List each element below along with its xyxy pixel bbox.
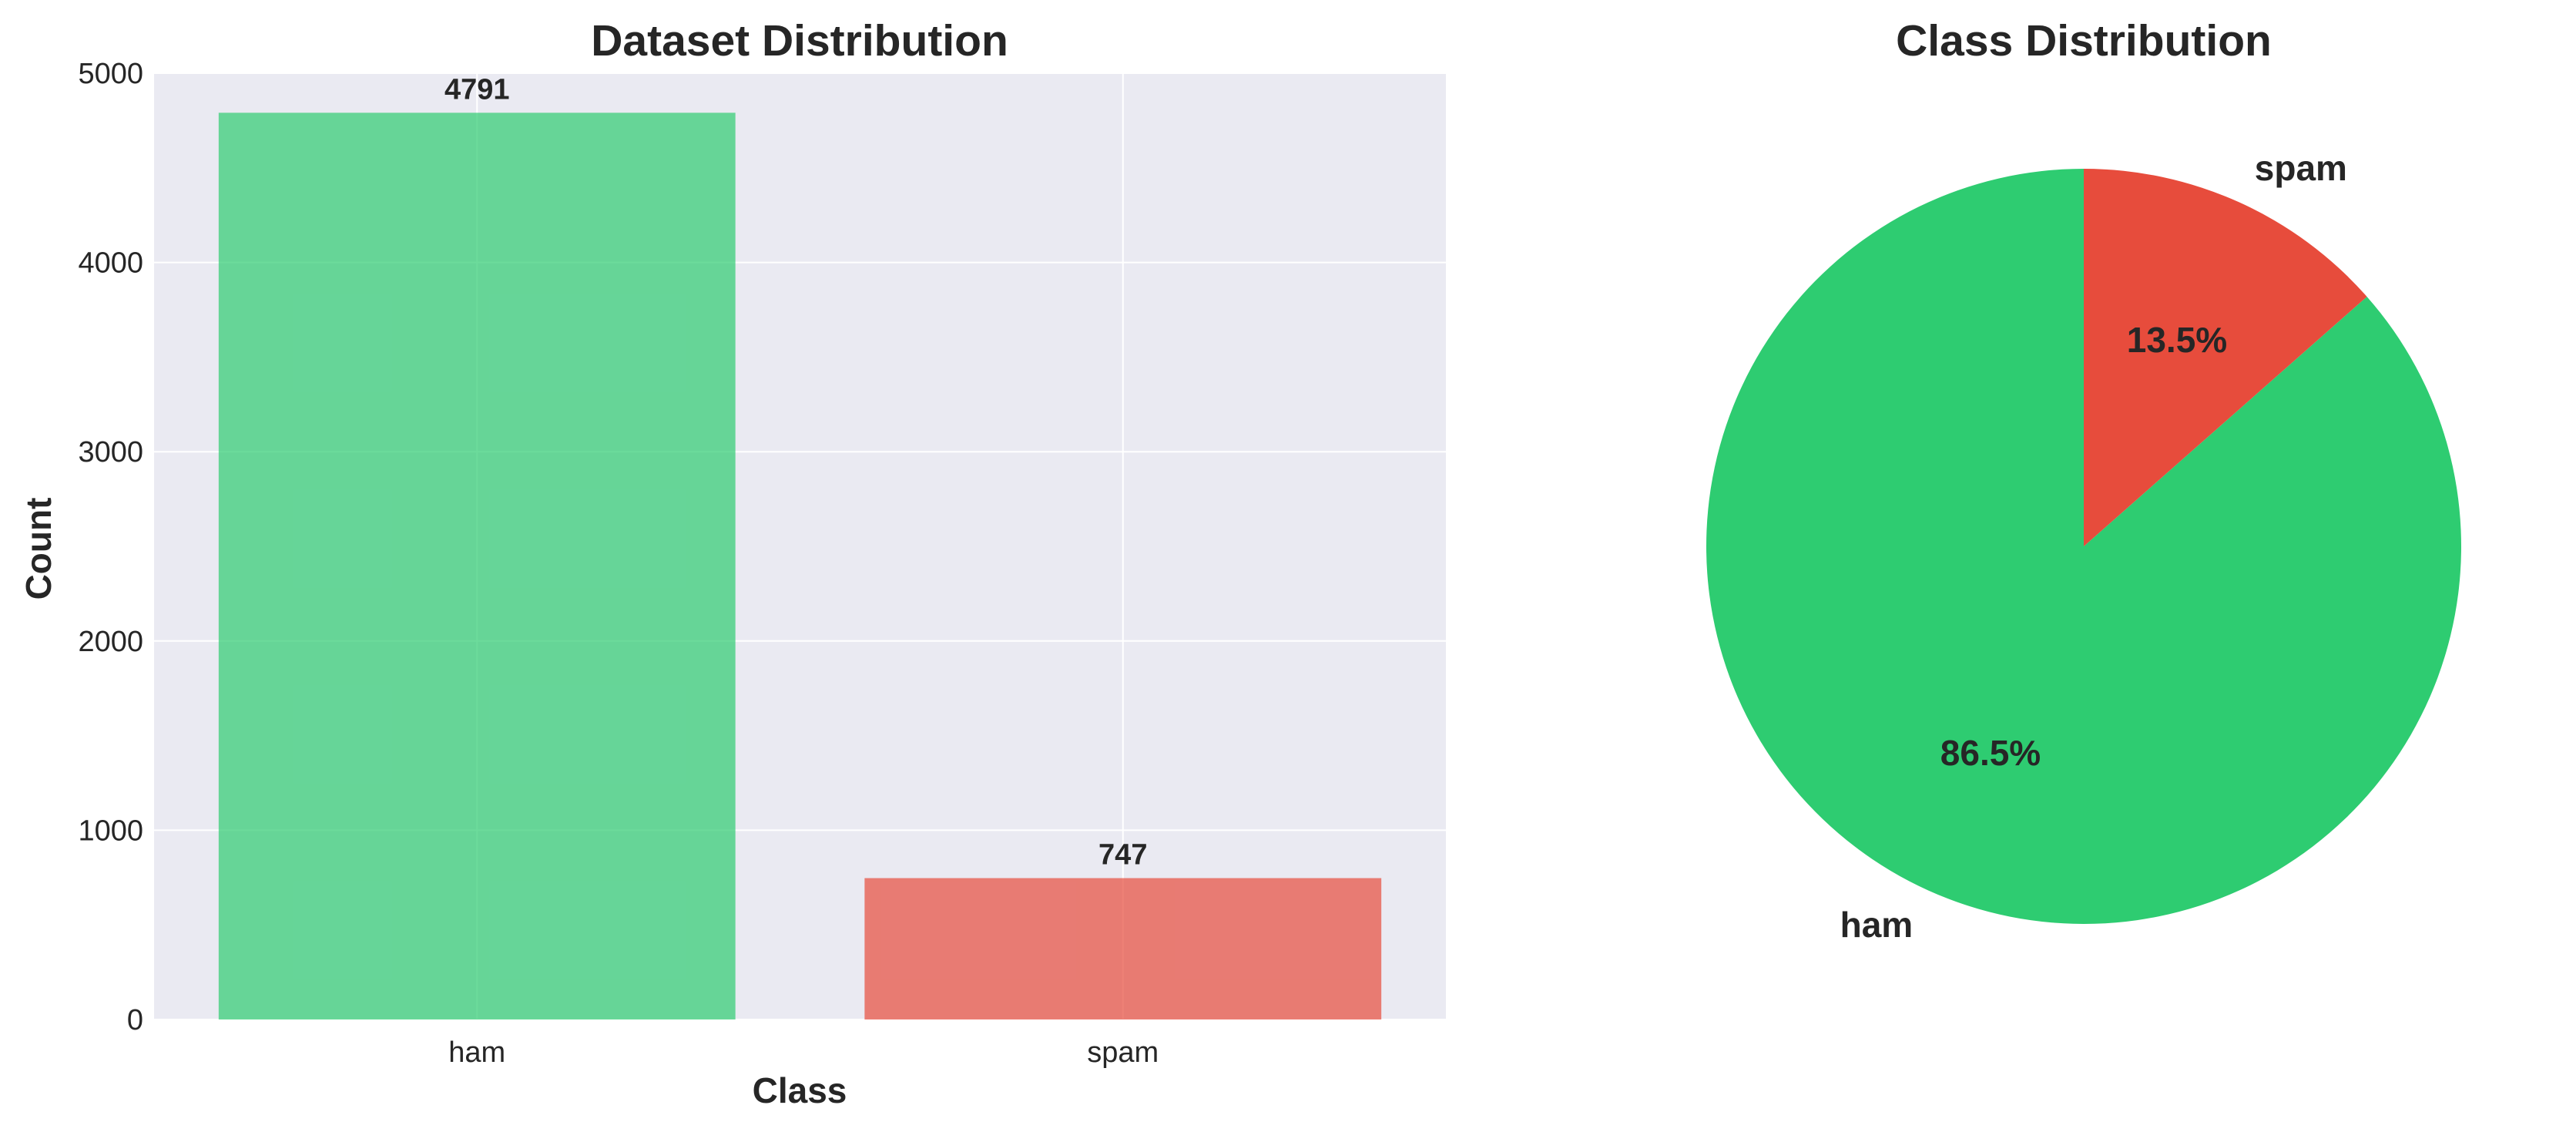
bar-y-axis-label: Count bbox=[18, 498, 59, 600]
bar-y-tick-label: 3000 bbox=[78, 436, 143, 469]
bar-x-tick-label: spam bbox=[1087, 1036, 1159, 1069]
pie-labels: ham 86.5% spam 13.5% bbox=[1840, 148, 2347, 945]
bar-ham bbox=[218, 113, 736, 1019]
bar-chart: 4791 747 0 1000 2000 3000 4000 5000 ham spam Da… bbox=[18, 16, 1446, 1110]
bar-y-tick-label: 2000 bbox=[78, 626, 143, 658]
pie-label: spam bbox=[2255, 148, 2347, 188]
bar-y-tick-label: 0 bbox=[127, 1004, 143, 1036]
bar-chart-title: Dataset Distribution bbox=[591, 16, 1008, 66]
bar-x-tick-label: ham bbox=[448, 1036, 505, 1069]
bar-x-axis-label: Class bbox=[753, 1070, 847, 1110]
pie-label: ham bbox=[1840, 905, 1914, 945]
bar-data-labels: 4791 747 bbox=[444, 73, 1147, 871]
bar-y-ticks: 0 1000 2000 3000 4000 5000 bbox=[78, 58, 143, 1036]
bar-spam bbox=[864, 878, 1382, 1019]
pie-pct-label: 13.5% bbox=[2127, 320, 2227, 360]
bar-x-ticks: ham spam bbox=[448, 1036, 1159, 1069]
pie-slice-ham bbox=[1706, 169, 2461, 924]
bar-bars bbox=[218, 113, 1382, 1019]
bar-y-tick-label: 5000 bbox=[78, 58, 143, 90]
pie-chart-title: Class Distribution bbox=[1896, 16, 2272, 66]
pie-slice-spam bbox=[2084, 168, 2367, 546]
bar-data-label: 747 bbox=[1098, 839, 1147, 872]
bar-y-tick-label: 1000 bbox=[78, 815, 143, 847]
bar-y-tick-label: 4000 bbox=[78, 247, 143, 280]
pie-chart: ham 86.5% spam 13.5% Class Distribution bbox=[1706, 16, 2461, 945]
pie-pct-label: 86.5% bbox=[1940, 733, 2041, 773]
pie-slices bbox=[1706, 168, 2461, 924]
bar-data-label: 4791 bbox=[444, 73, 510, 106]
